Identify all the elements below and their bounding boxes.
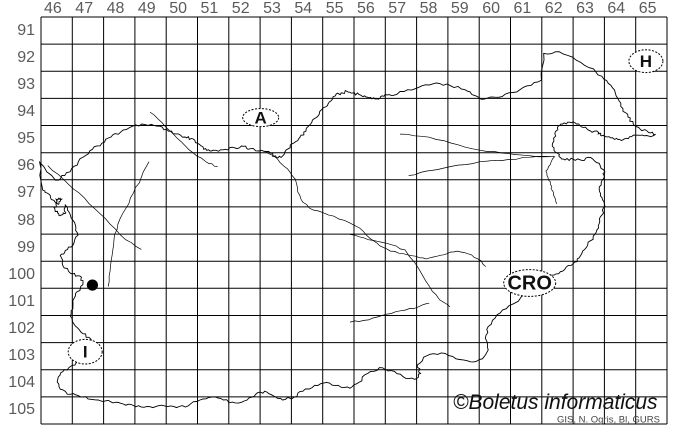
svg-text:©Boletus informaticus: ©Boletus informaticus [453, 391, 658, 414]
svg-text:CRO: CRO [507, 273, 551, 295]
svg-text:A: A [255, 109, 267, 128]
svg-text:GIS, N. Ogris, Bl, GURS: GIS, N. Ogris, Bl, GURS [557, 415, 660, 426]
svg-text:H: H [640, 52, 652, 71]
svg-text:I: I [83, 343, 88, 362]
